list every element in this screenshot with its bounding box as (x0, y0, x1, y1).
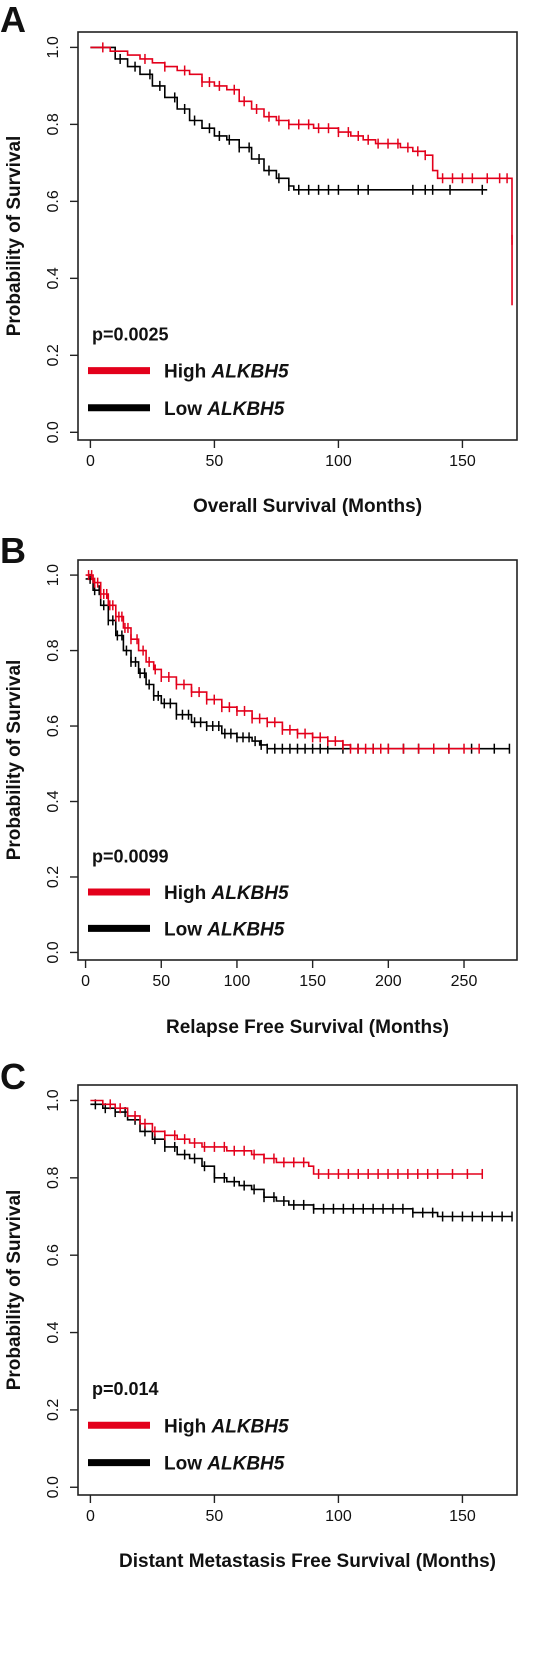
y-axis-title: Probability of Survival (4, 660, 25, 861)
y-tick-label: 0.8 (45, 1167, 62, 1189)
x-tick-label: 0 (86, 1508, 95, 1525)
survival-curve-high (90, 46, 513, 240)
p-value: p=0.014 (92, 1379, 159, 1399)
legend-label-high: High ALKBH5 (164, 362, 289, 383)
survival-curve-high (90, 1099, 483, 1175)
y-tick-label: 0.0 (45, 1476, 62, 1498)
x-tick-label: 100 (325, 1508, 352, 1525)
x-tick-label: 150 (449, 453, 476, 470)
x-axis-title: Overall Survival (Months) (193, 496, 422, 517)
x-tick-label: 100 (224, 973, 251, 990)
x-tick-label: 50 (206, 1508, 224, 1525)
y-tick-label: 0.2 (45, 866, 62, 888)
panel-letter: C (0, 1056, 26, 1097)
y-tick-label: 1.0 (45, 36, 62, 58)
plot-frame (77, 31, 518, 441)
y-tick-label: 0.6 (45, 1244, 62, 1266)
survival-curve-low (85, 578, 510, 750)
x-tick-label: 250 (451, 973, 478, 990)
x-tick-label: 150 (449, 1508, 476, 1525)
x-axis-title: Relapse Free Survival (Months) (166, 1017, 449, 1038)
x-tick-label: 150 (299, 973, 326, 990)
legend-label-low: Low ALKBH5 (164, 919, 285, 940)
y-tick-label: 0.0 (45, 421, 62, 443)
survival-curve-low (90, 1103, 512, 1218)
x-axis-title: Distant Metastasis Free Survival (Months… (119, 1551, 496, 1572)
x-tick-label: 0 (81, 973, 90, 990)
y-tick-label: 0.4 (45, 790, 62, 812)
panel-a: A 0 50 100 150 0.0 0.2 0.4 0.6 0.8 1.0 Overall Surv… (0, 0, 518, 517)
y-tick-label: 1.0 (45, 564, 62, 586)
legend-label-low: Low ALKBH5 (164, 399, 285, 420)
y-tick-label: 0.6 (45, 190, 62, 212)
y-tick-label: 0.4 (45, 267, 62, 289)
panel-b: B 0 50 100 150 200 250 0.0 0.2 0.4 0.6 0.8 1.0 Relaps… (0, 530, 518, 1038)
y-tick-label: 0.2 (45, 344, 62, 366)
y-axis-title: Probability of Survival (4, 136, 25, 337)
plot-frame (77, 1084, 518, 1496)
legend-label-high: High ALKBH5 (164, 1416, 289, 1437)
y-tick-label: 0.8 (45, 113, 62, 135)
panel-letter: A (0, 0, 26, 40)
p-value: p=0.0099 (92, 846, 169, 866)
plot-frame (77, 559, 518, 961)
y-tick-label: 0.0 (45, 941, 62, 963)
y-tick-label: 1.0 (45, 1089, 62, 1111)
y-tick-label: 0.4 (45, 1321, 62, 1343)
survival-curve-low (90, 46, 488, 191)
survival-curve-high (85, 574, 480, 750)
x-tick-label: 0 (86, 453, 95, 470)
panel-c: C 0 50 100 150 0.0 0.2 0.4 0.6 0.8 1.0 Distant Meta… (0, 1056, 518, 1572)
x-tick-label: 50 (152, 973, 170, 990)
x-tick-label: 50 (206, 453, 224, 470)
legend-label-high: High ALKBH5 (164, 883, 289, 904)
y-tick-label: 0.8 (45, 639, 62, 661)
y-axis-title: Probability of Survival (4, 1190, 25, 1391)
panel-letter: B (0, 530, 26, 571)
x-tick-label: 200 (375, 973, 402, 990)
y-tick-label: 0.6 (45, 715, 62, 737)
x-tick-label: 100 (325, 453, 352, 470)
p-value: p=0.0025 (92, 324, 169, 344)
y-tick-label: 0.2 (45, 1399, 62, 1421)
legend-label-low: Low ALKBH5 (164, 1454, 285, 1475)
